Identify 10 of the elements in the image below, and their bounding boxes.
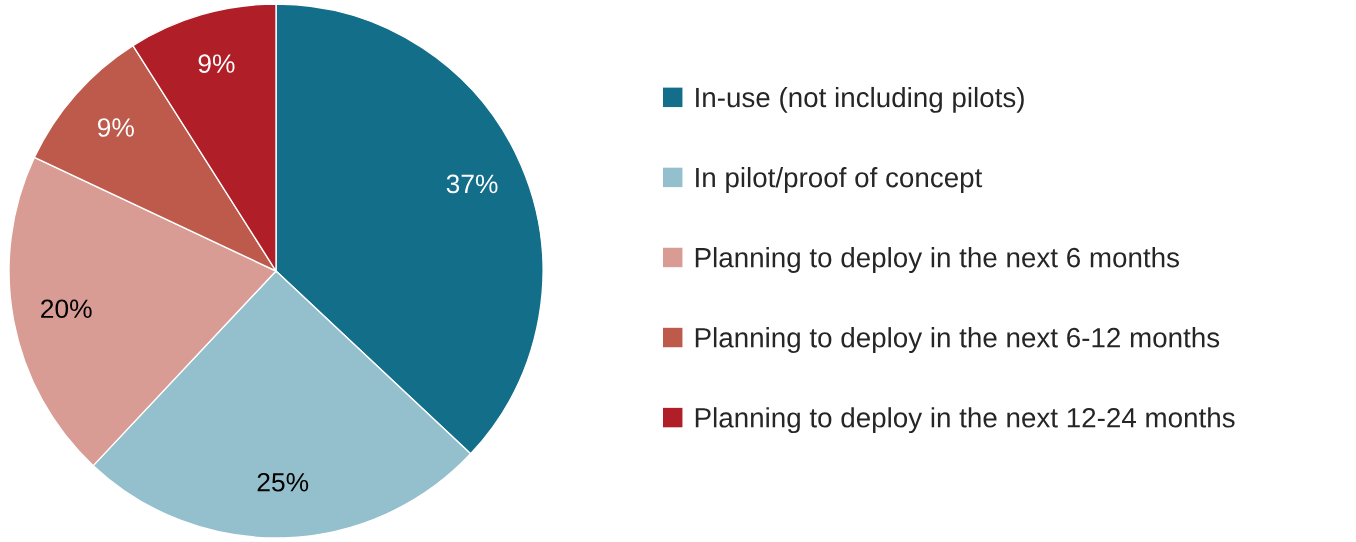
data-label: 25% bbox=[257, 472, 309, 492]
legend-label: Planning to deploy in the next 6 months bbox=[695, 247, 1179, 273]
legend-label: Planning to deploy in the next 6-12 months bbox=[695, 327, 1220, 354]
data-label: 9% bbox=[198, 54, 235, 73]
data-label: 9% bbox=[97, 118, 134, 137]
legend-label: In pilot/proof of concept bbox=[696, 166, 983, 193]
legend-label: Planning to deploy in the next 12-24 months bbox=[695, 407, 1235, 434]
data-label: 37% bbox=[446, 174, 498, 194]
legend-label: In-use (not including pilots) bbox=[696, 86, 1024, 113]
data-label: 20% bbox=[41, 299, 92, 319]
